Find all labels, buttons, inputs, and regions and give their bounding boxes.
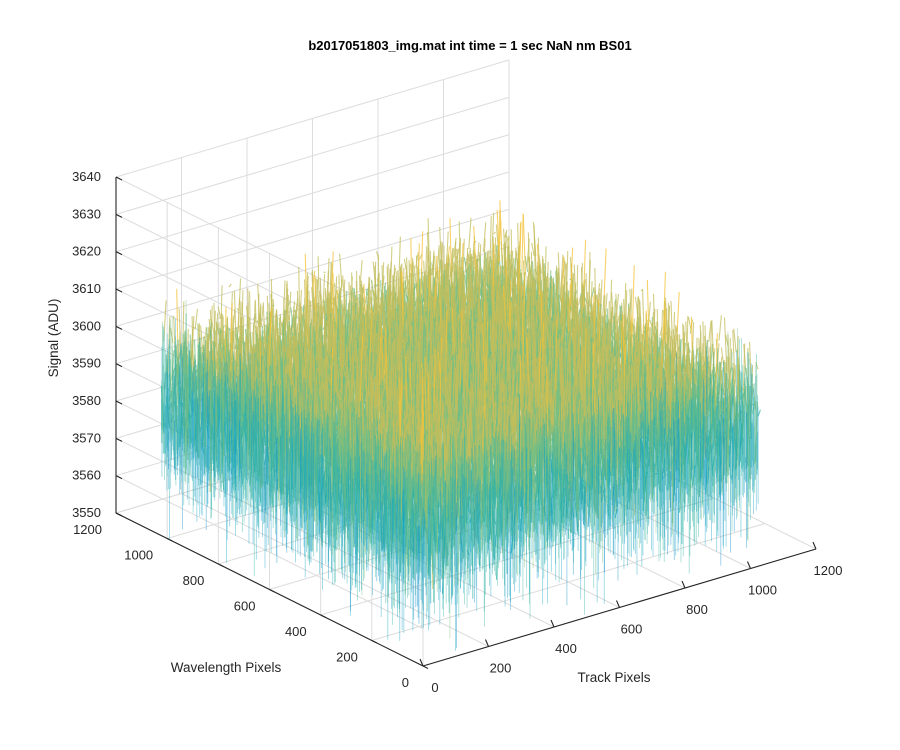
surface-spike [242, 342, 246, 346]
surface-spike [194, 308, 199, 330]
surface-spike [482, 222, 487, 253]
surface-spike [231, 308, 236, 341]
floor-grid-y [371, 523, 765, 641]
surface-spike [471, 256, 475, 260]
back-wall-grid-z [115, 96, 510, 215]
surface-spike [311, 270, 316, 290]
surface-spike [229, 292, 233, 353]
surface-spike [447, 267, 452, 295]
surface-spike [415, 252, 419, 269]
surface-spike [189, 328, 194, 361]
surface-spike [304, 253, 309, 349]
surface-spike [217, 306, 221, 319]
back-wall-grid-z [115, 208, 510, 327]
left-wall-grid-z [115, 475, 424, 630]
surface-spike [498, 220, 502, 258]
surface-spike [330, 251, 334, 314]
surface-spike [190, 316, 195, 368]
z-tick [115, 437, 123, 442]
z-tick [115, 325, 123, 330]
z-tick [115, 400, 123, 405]
surface-spike [346, 299, 351, 320]
surface-spike [419, 253, 423, 260]
z-tick [115, 363, 123, 368]
surface-spike [464, 251, 469, 273]
z-tick [115, 475, 123, 480]
z-tick [115, 251, 123, 256]
surface [160, 200, 761, 651]
z-tick [115, 512, 123, 517]
y-tick [166, 538, 173, 542]
y-tick [269, 589, 275, 593]
surface-spike [262, 304, 267, 353]
surface-spike [265, 316, 269, 322]
surface-spike [236, 307, 240, 312]
surface-spike [547, 298, 550, 301]
surface-spike [486, 283, 490, 289]
surface-spike [384, 294, 388, 306]
surface-spike [453, 237, 457, 258]
surface-spike [334, 294, 338, 328]
x-tick [681, 580, 686, 589]
x-tick [812, 541, 817, 550]
surface-spike [405, 281, 409, 292]
surface-spike [264, 322, 268, 356]
x-tick [419, 658, 424, 667]
surface-spike [505, 233, 509, 241]
y-tick [422, 665, 429, 669]
z-tick [115, 213, 123, 218]
y-tick [320, 614, 326, 618]
back-wall-grid-z [115, 134, 510, 253]
surface-spike [228, 283, 232, 288]
surface-spike [495, 250, 500, 293]
y-tick [218, 563, 224, 567]
z-tick [115, 176, 123, 181]
axes [115, 176, 817, 669]
x-tick [550, 619, 555, 628]
y-tick [371, 640, 378, 644]
surface-spike [256, 320, 260, 328]
back-wall-grid-z [115, 171, 510, 290]
z-tick [115, 288, 123, 293]
x-tick [746, 561, 752, 569]
surface-spike [353, 291, 357, 339]
surface-spike [448, 257, 452, 285]
surface-spike [531, 242, 535, 256]
surface-spike [418, 276, 422, 305]
surface-spike [463, 257, 468, 273]
surface-spike [478, 252, 482, 291]
surface-spike [405, 265, 409, 283]
surface-spike [424, 306, 428, 309]
surface-spike [414, 283, 418, 290]
back-wall-grid-z [115, 59, 510, 178]
surface-spike [524, 255, 529, 272]
surface-spike [522, 213, 527, 275]
surface-spike [397, 267, 402, 321]
surface-spike [211, 319, 215, 335]
surface-spike [381, 275, 385, 296]
x-tick [484, 639, 490, 647]
surface-spike [270, 294, 274, 317]
surface-spike [493, 231, 497, 235]
surface-spike [468, 217, 472, 250]
x-tick [615, 600, 621, 608]
